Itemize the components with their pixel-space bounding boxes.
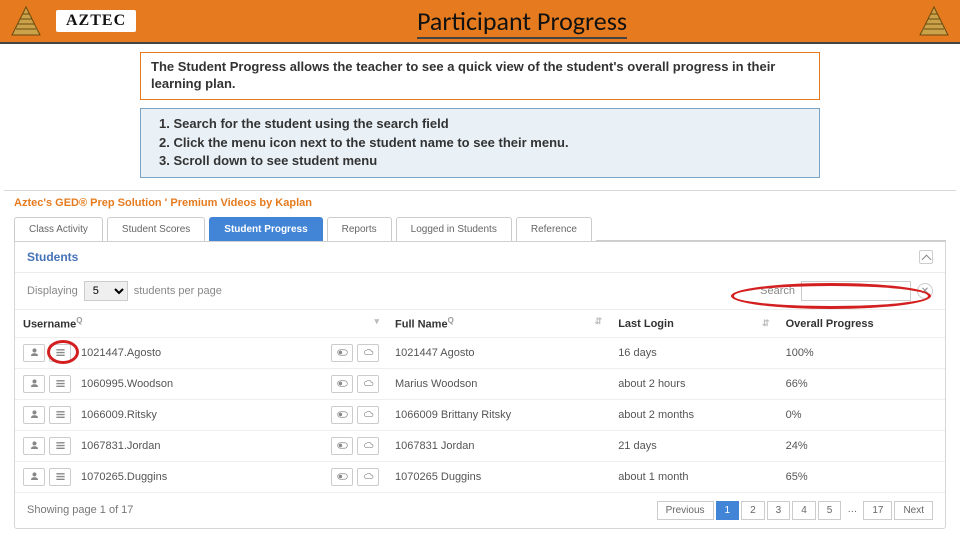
clear-search-button[interactable]: ✕ xyxy=(917,283,933,299)
menu-icon[interactable] xyxy=(49,344,71,362)
tab-class-activity[interactable]: Class Activity xyxy=(14,217,103,241)
cell-fullname: 1070265 Duggins xyxy=(387,461,610,492)
table-row: 1066009.Ritsky 1066009 Brittany Ritskyabo… xyxy=(15,399,945,430)
user-icon[interactable] xyxy=(23,344,45,362)
pager-page[interactable]: 3 xyxy=(767,501,791,520)
cloud-icon[interactable] xyxy=(357,375,379,393)
app-title: Aztec's GED® Prep Solution ' Premium Vid… xyxy=(14,197,946,209)
pager-next[interactable]: Next xyxy=(894,501,933,520)
table-row: 1060995.Woodson Marius Woodsonabout 2 hou… xyxy=(15,368,945,399)
pager-page[interactable]: 4 xyxy=(792,501,816,520)
table-row: 1021447.Agosto 1021447 Agosto16 days100% xyxy=(15,337,945,368)
cell-progress: 100% xyxy=(778,337,945,368)
tab-bar: Class Activity Student Scores Student Pr… xyxy=(14,217,946,242)
cloud-icon[interactable] xyxy=(357,468,379,486)
cell-fullname: Marius Woodson xyxy=(387,368,610,399)
sort-icon[interactable]: ⇵ xyxy=(762,318,770,329)
toggle-icon[interactable] xyxy=(331,406,353,424)
cell-progress: 66% xyxy=(778,368,945,399)
tab-logged-in-students[interactable]: Logged in Students xyxy=(396,217,512,241)
user-icon[interactable] xyxy=(23,468,45,486)
sort-icon[interactable]: ⇵ xyxy=(595,316,603,327)
cell-progress: 0% xyxy=(778,399,945,430)
pager-page[interactable]: 5 xyxy=(818,501,842,520)
cell-username: 1066009.Ritsky xyxy=(81,409,157,421)
cloud-icon[interactable] xyxy=(357,406,379,424)
tab-reports[interactable]: Reports xyxy=(327,217,392,241)
cell-fullname: 1021447 Agosto xyxy=(387,337,610,368)
cloud-icon[interactable] xyxy=(357,437,379,455)
students-panel: Students Displaying 5 students per page … xyxy=(14,242,946,529)
panel-heading: Students xyxy=(27,250,78,264)
table-row: 1070265.Duggins 1070265 Dugginsabout 1 mo… xyxy=(15,461,945,492)
brand-name: AZTEC xyxy=(56,10,136,32)
logo-right xyxy=(908,1,960,41)
step-item: Scroll down to see student menu xyxy=(159,152,809,171)
steps-box: Search for the student using the search … xyxy=(140,108,820,179)
menu-icon[interactable] xyxy=(49,437,71,455)
displaying-label: Displaying xyxy=(27,285,78,297)
menu-icon[interactable] xyxy=(49,375,71,393)
col-fullname[interactable]: Full Name xyxy=(395,319,448,331)
header-banner: AZTEC Participant Progress xyxy=(0,0,960,44)
cell-fullname: 1066009 Brittany Ritsky xyxy=(387,399,610,430)
per-page-select[interactable]: 5 xyxy=(84,281,128,301)
cell-username: 1067831.Jordan xyxy=(81,440,161,452)
toggle-icon[interactable] xyxy=(331,437,353,455)
cell-username: 1070265.Duggins xyxy=(81,471,167,483)
pyramid-icon xyxy=(918,5,950,37)
search-label: Search xyxy=(760,285,795,297)
steps-list: Search for the student using the search … xyxy=(159,115,809,172)
menu-icon[interactable] xyxy=(49,406,71,424)
col-lastlogin[interactable]: Last Login xyxy=(618,318,674,330)
user-icon[interactable] xyxy=(23,406,45,424)
pager-prev[interactable]: Previous xyxy=(657,501,714,520)
cloud-icon[interactable] xyxy=(357,344,379,362)
cell-lastlogin: 16 days xyxy=(610,337,777,368)
cell-username: 1021447.Agosto xyxy=(81,347,161,359)
pyramid-icon xyxy=(10,5,42,37)
cell-lastlogin: 21 days xyxy=(610,430,777,461)
tab-student-progress[interactable]: Student Progress xyxy=(209,217,322,241)
toggle-icon[interactable] xyxy=(331,375,353,393)
footer-page-text: Showing page 1 of 17 xyxy=(27,504,133,516)
page-title: Participant Progress xyxy=(136,5,908,37)
col-progress[interactable]: Overall Progress xyxy=(786,318,874,330)
cell-fullname: 1067831 Jordan xyxy=(387,430,610,461)
students-table: UsernameQ ▾ Full NameQ ⇵ Last Login ⇵ Ov… xyxy=(15,310,945,493)
col-username[interactable]: Username xyxy=(23,319,76,331)
sort-icon[interactable]: ▾ xyxy=(374,316,379,327)
tab-reference[interactable]: Reference xyxy=(516,217,592,241)
cell-progress: 24% xyxy=(778,430,945,461)
cell-lastlogin: about 1 month xyxy=(610,461,777,492)
cell-lastlogin: about 2 months xyxy=(610,399,777,430)
cell-lastlogin: about 2 hours xyxy=(610,368,777,399)
toggle-icon[interactable] xyxy=(331,344,353,362)
user-icon[interactable] xyxy=(23,437,45,455)
cell-progress: 65% xyxy=(778,461,945,492)
table-row: 1067831.Jordan 1067831 Jordan21 days24% xyxy=(15,430,945,461)
pager-last[interactable]: 17 xyxy=(863,501,892,520)
tab-student-scores[interactable]: Student Scores xyxy=(107,217,205,241)
collapse-icon[interactable] xyxy=(919,250,933,264)
step-item: Search for the student using the search … xyxy=(159,115,809,134)
description-box: The Student Progress allows the teacher … xyxy=(140,52,820,100)
toggle-icon[interactable] xyxy=(331,468,353,486)
pager-page[interactable]: 1 xyxy=(716,501,740,520)
step-item: Click the menu icon next to the student … xyxy=(159,134,809,153)
user-icon[interactable] xyxy=(23,375,45,393)
app-pane: Aztec's GED® Prep Solution ' Premium Vid… xyxy=(4,190,956,529)
pagination: Previous 1 2 3 4 5 … 17 Next xyxy=(657,501,933,520)
cell-username: 1060995.Woodson xyxy=(81,378,173,390)
logo-left xyxy=(0,1,52,41)
menu-icon[interactable] xyxy=(49,468,71,486)
pager-page[interactable]: 2 xyxy=(741,501,765,520)
per-page-suffix: students per page xyxy=(134,285,222,297)
pager-ellipsis: … xyxy=(843,501,861,520)
panel-toolbar: Displaying 5 students per page Search ✕ xyxy=(15,273,945,310)
search-input[interactable] xyxy=(801,281,911,301)
